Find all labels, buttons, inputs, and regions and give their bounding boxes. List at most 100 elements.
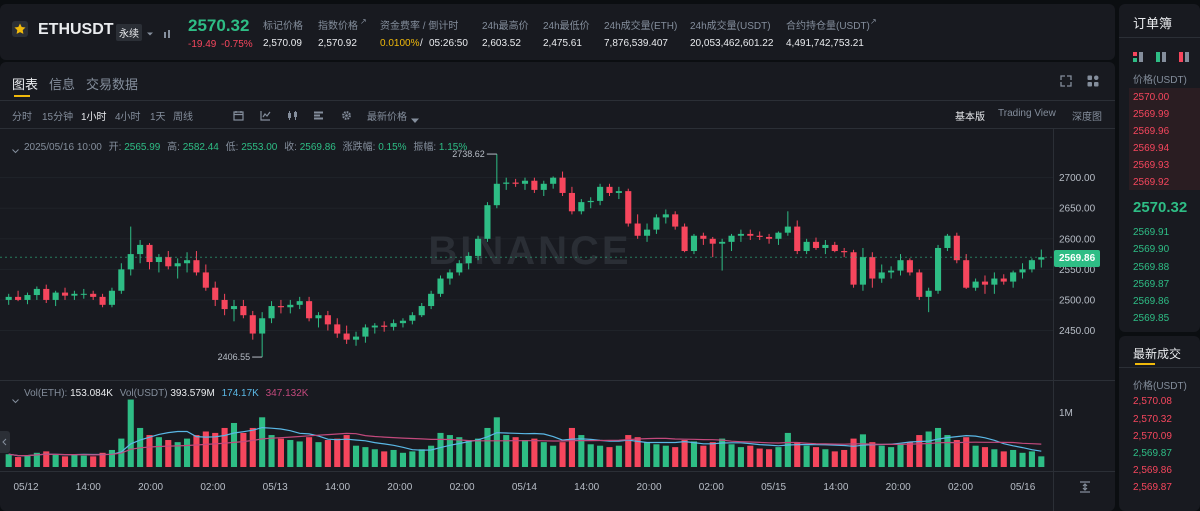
volume-collapse-icon[interactable] (12, 391, 19, 404)
time-tick-label: 20:00 (138, 482, 163, 493)
bid-row[interactable]: 2569.88 (1133, 262, 1170, 273)
tab-trading-data[interactable]: 交易数据 (86, 77, 139, 92)
ohlc-date: 2025/05/16 10:00 (24, 142, 102, 153)
view-depth[interactable]: 深度图 (1072, 112, 1102, 123)
volume-bar (981, 447, 989, 467)
volume-bar (428, 445, 435, 467)
recent-trades-title[interactable]: 最新成交 (1133, 347, 1182, 361)
view-basic[interactable]: 基本版 (955, 112, 985, 123)
time-tick-label: 02:00 (948, 482, 973, 493)
ask-row[interactable]: 2569.93 (1133, 160, 1170, 171)
volume-bar (963, 437, 970, 467)
scroll-left-handle[interactable] (0, 431, 10, 453)
candle-body (484, 205, 491, 239)
last-price: 2570.32 (188, 16, 250, 35)
candle-body (737, 233, 744, 236)
ob-mode-asks-icon[interactable] (1179, 49, 1189, 62)
candle-body (916, 272, 923, 297)
volume-bar (296, 441, 303, 467)
candle-body (61, 292, 69, 296)
calendar-icon[interactable] (233, 108, 244, 121)
candle-body (972, 281, 979, 288)
ask-row[interactable]: 2570.00 (1133, 92, 1170, 103)
volume-legend: Vol(ETH): 153.084K Vol(USDT) 393.579M 17… (24, 388, 308, 399)
symbol-dropdown-icon[interactable] (146, 25, 154, 36)
ask-row[interactable]: 2569.94 (1133, 143, 1170, 154)
legend-collapse-icon[interactable] (12, 141, 19, 154)
layout-grid-icon[interactable] (1087, 74, 1099, 87)
index-price-label[interactable]: 指数价格 (318, 21, 358, 32)
ob-mode-both-icon[interactable] (1133, 49, 1143, 62)
vol-eth-24h-label: 24h成交量(ETH) (604, 21, 678, 32)
bid-row[interactable]: 2569.90 (1133, 244, 1170, 255)
ask-row[interactable]: 2569.99 (1133, 109, 1170, 120)
price-change-pct: -0.75% (221, 39, 253, 50)
candle-style-icon[interactable] (287, 108, 298, 120)
volume-ma-short (8, 426, 1042, 457)
chart-bars-icon[interactable] (163, 25, 172, 38)
volume-bar (184, 438, 191, 467)
view-tradingview[interactable]: Trading View (998, 108, 1056, 119)
price-axis: 2700.00 2650.00 2600.00 2550.00 2500.00 2450.… (1059, 173, 1096, 419)
favorite-star-icon[interactable] (12, 21, 28, 37)
price-tick-label: 2700.00 (1059, 173, 1096, 184)
candle-body (822, 244, 829, 248)
time-tick-label: 14:00 (574, 482, 599, 493)
candle-body (587, 200, 594, 203)
gear-icon[interactable] (341, 108, 352, 120)
chevron-down-icon[interactable] (411, 111, 419, 123)
candlestick-chart[interactable]: BINANCE 2700.002650.002600.002550.002500… (0, 62, 1115, 511)
interval-1h[interactable]: 1小时 (81, 112, 107, 123)
candle-body (925, 290, 932, 297)
symbol-name[interactable]: ETHUSDT (38, 21, 114, 38)
volume-bar (71, 454, 78, 467)
candle-body (277, 306, 284, 308)
price-type-select[interactable]: 最新价格 (367, 112, 407, 123)
bid-row[interactable]: 2569.86 (1133, 296, 1170, 307)
volume-tick-label: 1M (1059, 408, 1073, 419)
template-icon[interactable] (313, 108, 324, 120)
tab-info[interactable]: 信息 (49, 77, 76, 92)
interval-time[interactable]: 分时 (12, 112, 32, 123)
volume-bar (597, 445, 604, 467)
trade-row: 2,569.87 (1133, 448, 1172, 459)
tab-active-underline (14, 95, 30, 97)
current-price-tag: 2569.86 (1054, 250, 1101, 267)
open-interest-label[interactable]: 合约持仓量(USDT) (786, 21, 870, 32)
indicator-icon[interactable] (260, 108, 271, 121)
ask-row[interactable]: 2569.92 (1133, 177, 1170, 188)
interval-15m[interactable]: 15分钟 (42, 112, 74, 123)
candle-body (1019, 269, 1026, 273)
fullscreen-icon[interactable] (1060, 74, 1072, 87)
volume-bar (146, 435, 153, 467)
tab-chart[interactable]: 图表 (12, 77, 39, 92)
volume-bar (747, 445, 754, 467)
trade-row: 2,569.87 (1133, 482, 1172, 493)
toolbar-divider (0, 128, 1115, 129)
reset-scale-icon[interactable] (1079, 480, 1091, 493)
candle-body (146, 244, 153, 263)
volume-bar (709, 442, 716, 467)
volume-bar (812, 447, 820, 467)
candle-body (437, 278, 444, 294)
bid-row[interactable]: 2569.91 (1133, 227, 1170, 238)
bid-row[interactable]: 2569.87 (1133, 279, 1170, 290)
candle-body (287, 304, 294, 308)
ask-row[interactable]: 2569.96 (1133, 126, 1170, 137)
bid-row[interactable]: 2569.85 (1133, 313, 1170, 324)
close-label: 收: (284, 142, 297, 153)
ob-mode-bids-icon[interactable] (1156, 49, 1166, 62)
ohlc-legend: 2025/05/16 10:00 开: 2565.99 高: 2582.44 低… (24, 138, 467, 153)
interval-1d[interactable]: 1天 (150, 112, 166, 123)
volume-bar (80, 455, 87, 467)
chart-grid (0, 177, 1053, 331)
contract-type-badge: 永续 (116, 24, 142, 41)
candle-body (888, 270, 895, 273)
interval-week[interactable]: 周线 (173, 112, 193, 123)
interval-4h[interactable]: 4小时 (115, 112, 141, 123)
candle-body (634, 223, 641, 236)
candle-body (15, 296, 22, 300)
candle-body (944, 235, 951, 248)
volume-bar (831, 451, 838, 467)
trade-row: 2,570.09 (1133, 431, 1172, 442)
